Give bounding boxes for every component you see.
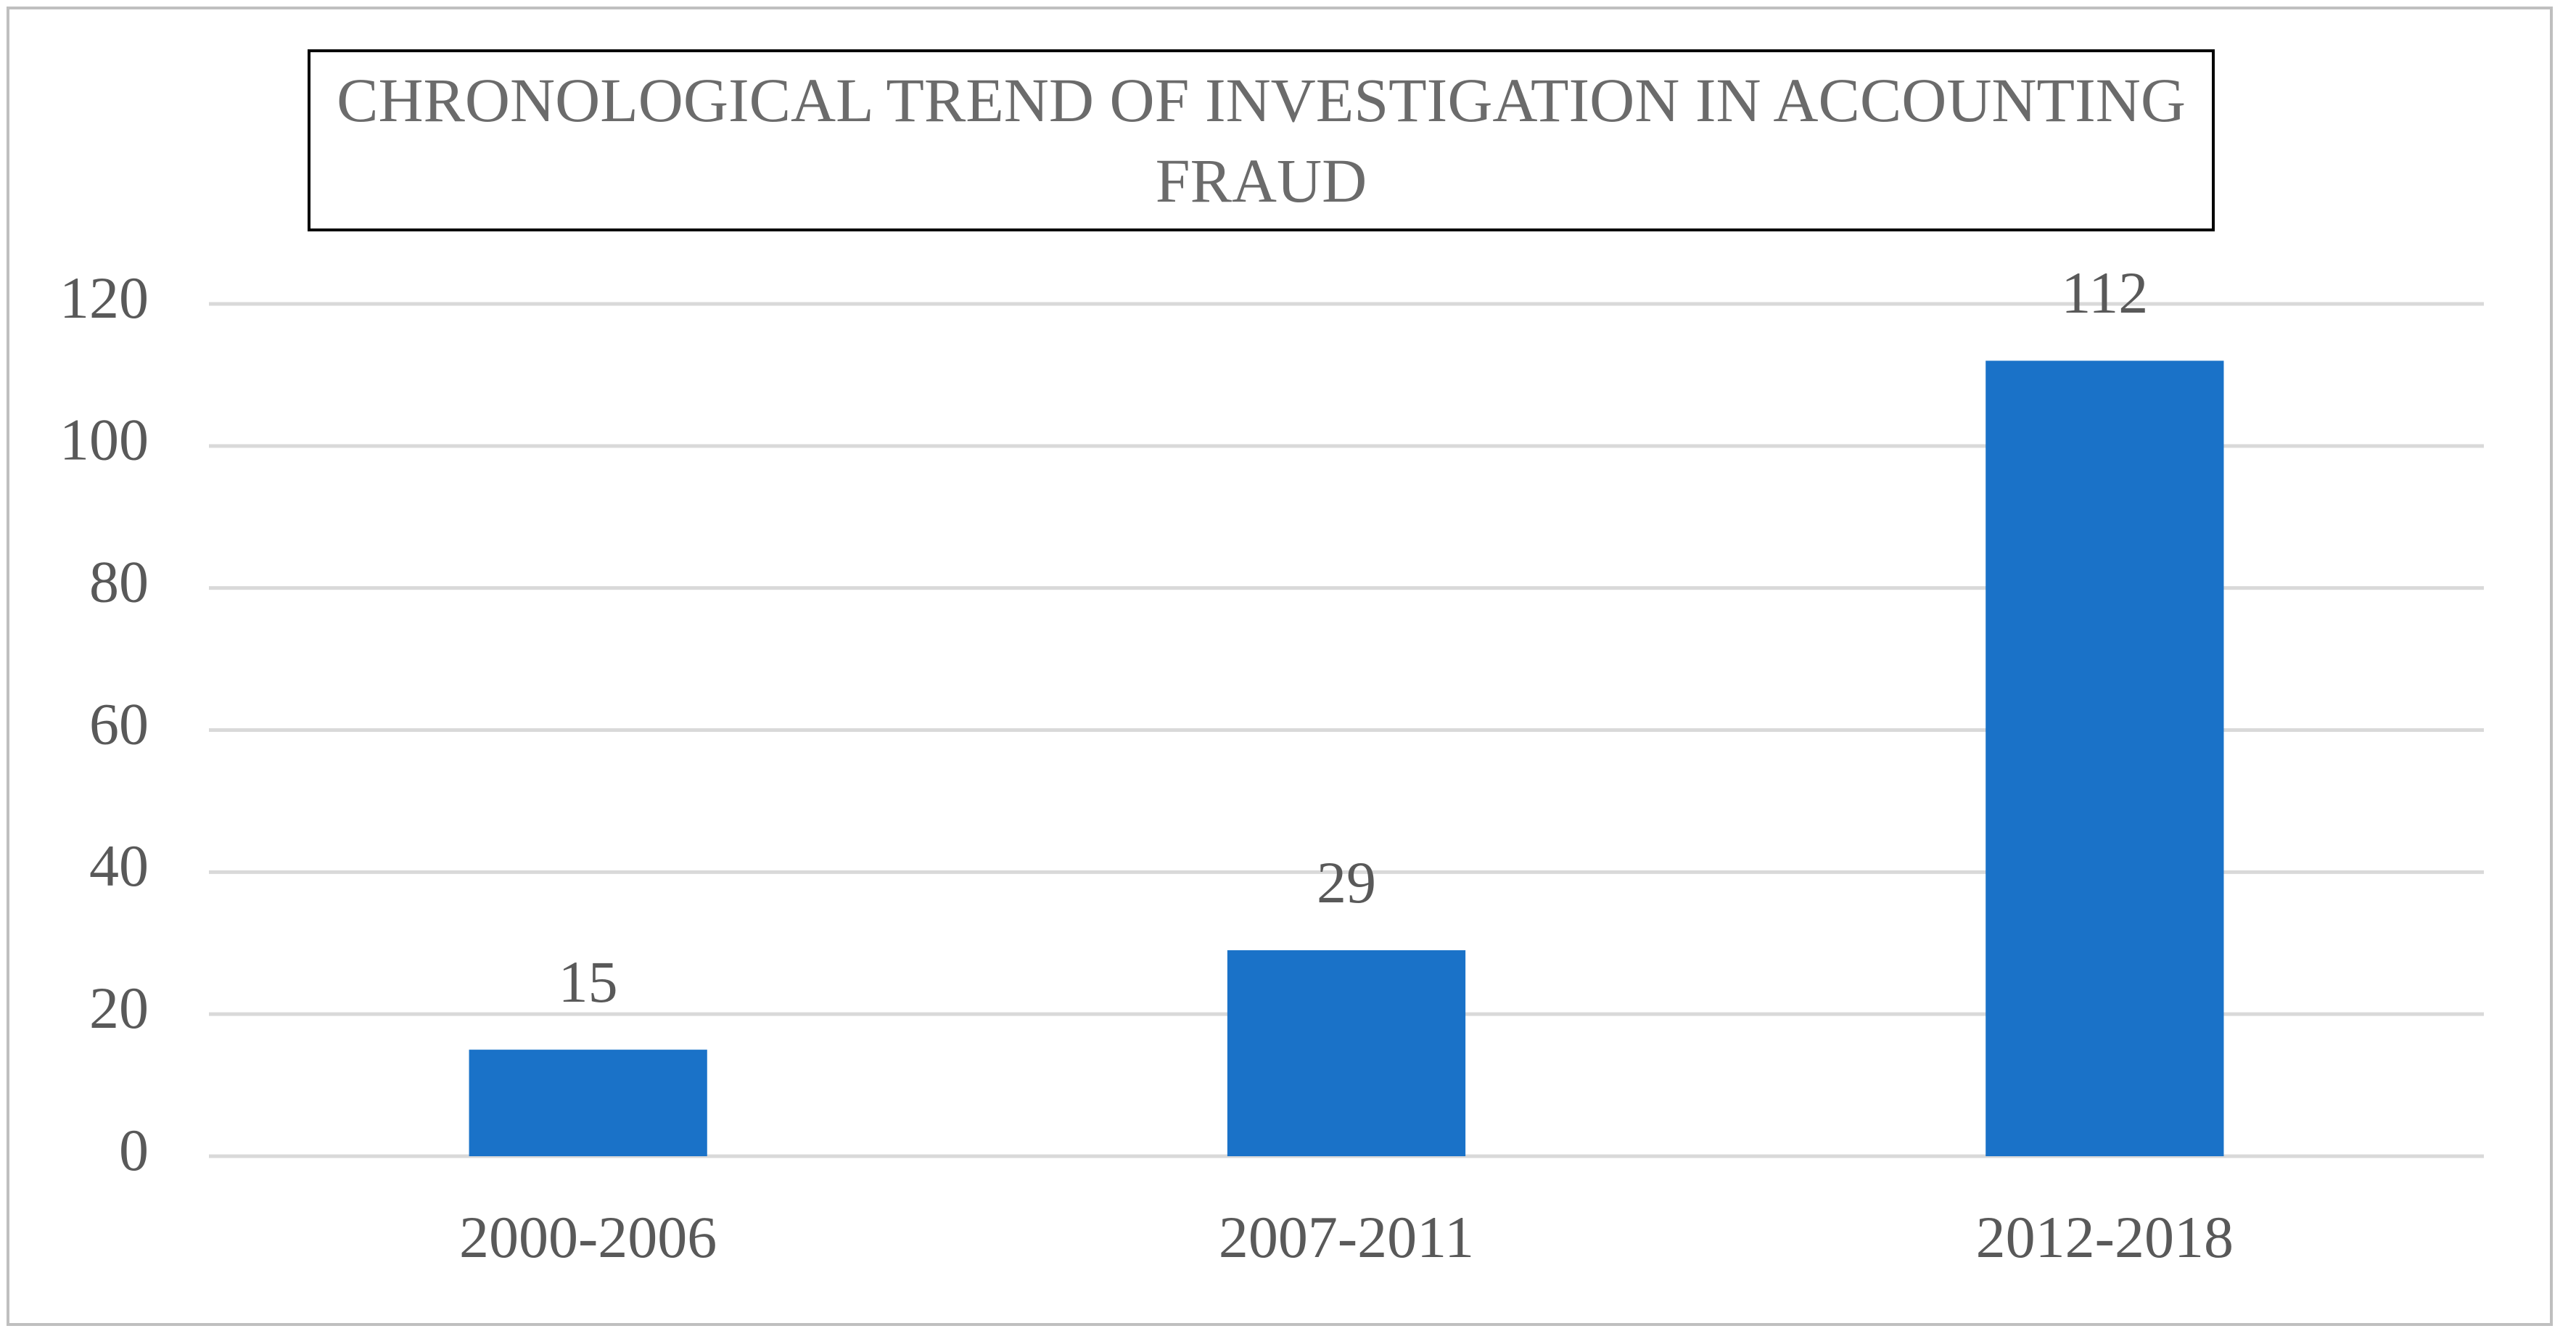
x-tick-label: 2000-2006 [459,1204,717,1270]
bar [469,1050,707,1156]
y-tick-label: 120 [59,265,149,331]
data-label: 112 [2061,260,2148,326]
bar [1986,360,2224,1156]
y-tick-label: 80 [89,548,149,614]
y-tick-label: 100 [59,407,149,473]
y-tick-label: 0 [119,1117,149,1183]
y-tick-label: 40 [89,833,149,899]
data-label: 15 [559,949,618,1015]
x-tick-label: 2007-2011 [1219,1204,1474,1270]
data-label: 29 [1317,849,1376,915]
chart-title: CHRONOLOGICAL TREND OF INVESTIGATION IN … [308,49,2215,231]
chart-border [7,7,2553,1326]
y-tick-label: 20 [89,975,149,1041]
bar [1227,950,1466,1156]
x-tick-label: 2012-2018 [1976,1204,2234,1270]
y-tick-label: 60 [89,691,149,757]
